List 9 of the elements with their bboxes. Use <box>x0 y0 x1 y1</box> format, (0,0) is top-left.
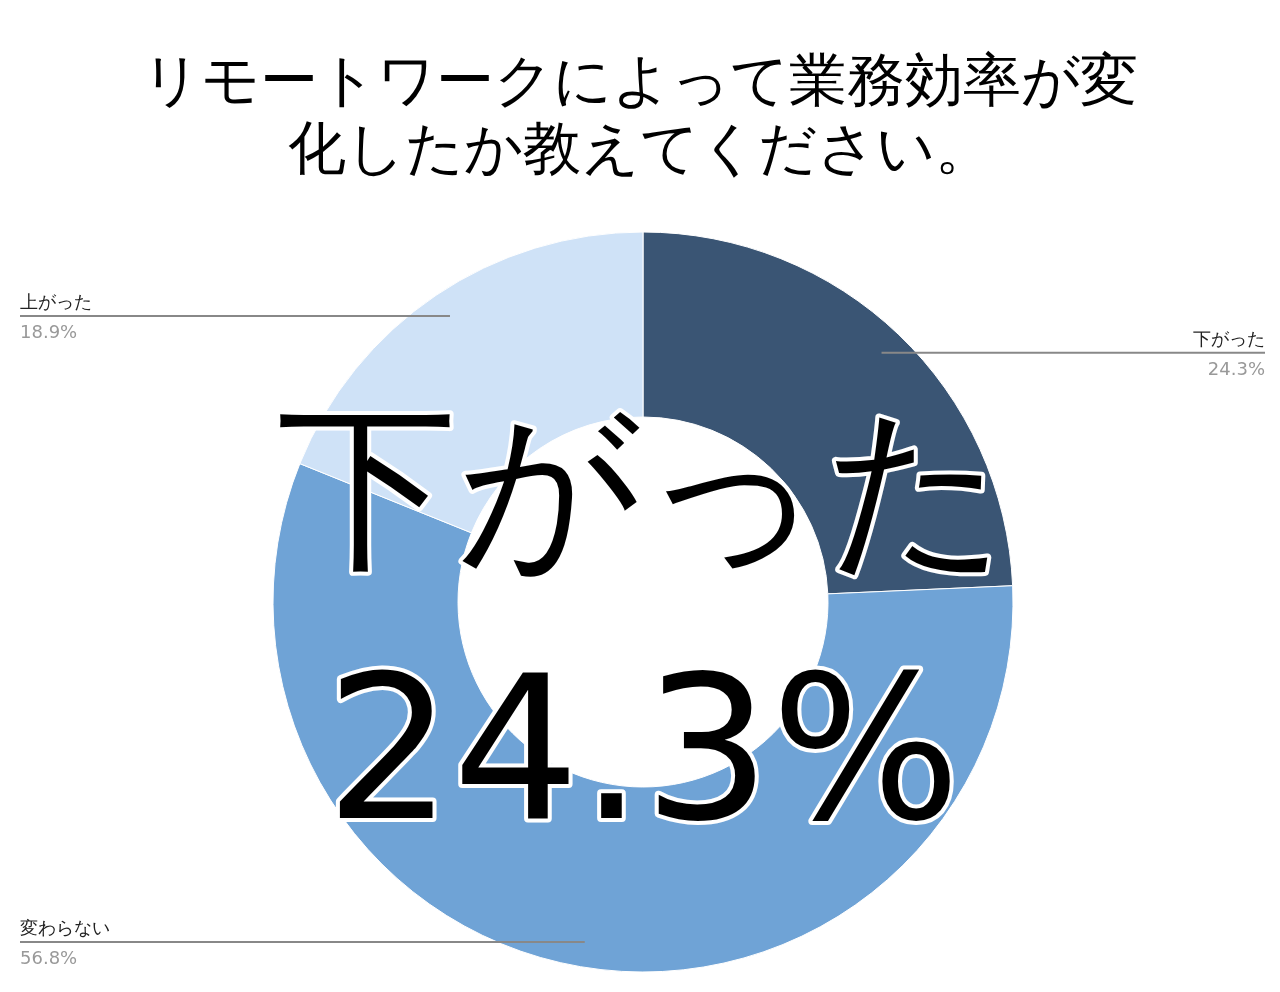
slice-label: 下がった <box>1193 327 1265 349</box>
slice-label: 変わらない <box>20 917 110 939</box>
slice-label: 上がった <box>20 291 92 313</box>
data-label: 56.8% <box>20 947 78 969</box>
text: 下がった <box>277 383 1009 592</box>
text: 24.3% <box>325 632 961 865</box>
chart-title: リモートワークによって業務効率が変化したか教えてください。 <box>142 46 1138 182</box>
data-label: 24.3% <box>1207 357 1265 379</box>
data-label: 18.9% <box>20 321 78 343</box>
